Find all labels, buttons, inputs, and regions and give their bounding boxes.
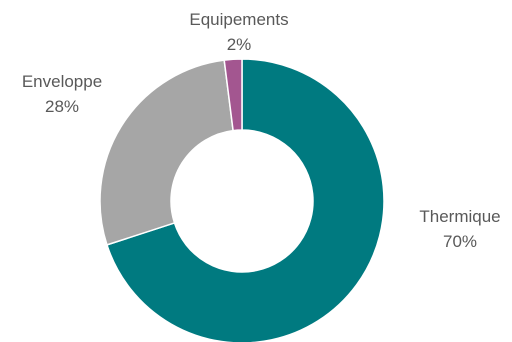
slice-label-enveloppe-name: Enveloppe: [22, 72, 102, 91]
slice-label-enveloppe: Enveloppe 28%: [22, 72, 102, 116]
slice-enveloppe: [99, 59, 234, 246]
donut-slices: [99, 58, 385, 342]
slice-label-equipements-value: 2%: [227, 35, 252, 54]
slice-thermique: [106, 58, 385, 342]
slice-label-thermique-name: Thermique: [419, 207, 500, 226]
slice-label-enveloppe-value: 28%: [45, 97, 79, 116]
slice-label-equipements: Equipements 2%: [189, 10, 288, 54]
slice-equipements: [223, 58, 243, 132]
slice-label-thermique: Thermique 70%: [419, 207, 500, 251]
slice-label-thermique-value: 70%: [443, 232, 477, 251]
slice-label-equipements-name: Equipements: [189, 10, 288, 29]
